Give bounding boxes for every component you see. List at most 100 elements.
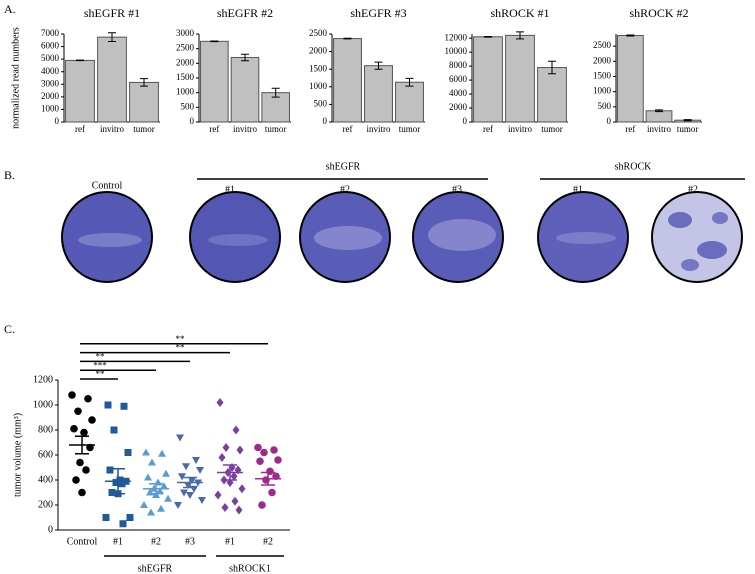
point [110, 426, 118, 434]
point [158, 449, 166, 457]
error-bar [210, 40, 219, 43]
well-label: #2 [688, 184, 698, 195]
point [118, 480, 126, 488]
group-label: shROCK1 [229, 563, 271, 574]
well-label: #1 [573, 184, 583, 195]
point [82, 466, 90, 474]
wells [61, 191, 743, 283]
y-tick-label: 0 [55, 116, 60, 126]
y-tick-label: 4000 [41, 66, 60, 76]
y-tick-label: 1000 [309, 81, 328, 91]
point [196, 467, 204, 474]
y-tick-label: 1000 [41, 103, 60, 113]
well-texture [208, 234, 268, 246]
point [254, 443, 262, 452]
bar [645, 110, 673, 123]
y-tick-label: 1000 [33, 399, 53, 410]
y-tick-label: 12000 [445, 32, 468, 42]
point [80, 428, 88, 437]
point [84, 394, 92, 403]
y-tick-label: 10000 [445, 46, 468, 56]
point [218, 453, 226, 462]
significance-label: ** [96, 351, 106, 361]
error-bar [655, 109, 663, 113]
x-tick-label: ref [75, 124, 85, 134]
error-bar [405, 77, 414, 87]
error-bar [241, 53, 249, 62]
error-bar [271, 87, 280, 98]
chart-title: shEGFR #3 [350, 6, 406, 20]
point [216, 398, 224, 407]
point [112, 479, 120, 486]
point [260, 448, 268, 457]
y-tick-label: 1000 [176, 87, 195, 97]
x-tick-label: #2 [151, 536, 161, 547]
group-label: shEGFR [326, 161, 361, 172]
point [235, 505, 243, 515]
y-tick-label: 200 [38, 499, 53, 510]
point [76, 458, 84, 467]
y-tick-label: 0 [190, 116, 195, 126]
error-bar [484, 35, 492, 38]
point [180, 489, 188, 497]
sem-bar [183, 476, 197, 489]
x-tick-label: tumor [265, 124, 287, 134]
panel-label: C. [4, 322, 15, 336]
y-tick-label: 500 [181, 101, 195, 111]
x-tick-label: tumor [399, 124, 421, 134]
y-tick-label: 6000 [449, 74, 468, 84]
y-tick-label: 800 [38, 424, 53, 435]
bar [65, 59, 95, 123]
point [160, 482, 168, 490]
point [78, 488, 86, 497]
y-tick-label: 1500 [309, 63, 328, 73]
y-tick-label: 2000 [176, 57, 195, 67]
x-tick-label: tumor [133, 124, 155, 134]
point [238, 484, 246, 494]
y-tick-label: 0 [463, 116, 468, 126]
point [104, 401, 112, 409]
chart-title: shROCK #1 [490, 6, 549, 20]
y-tick-label: 3000 [41, 78, 60, 88]
point [192, 457, 200, 464]
point [156, 487, 164, 495]
y-axis-label: normalized read numbers [10, 27, 21, 129]
y-tick-label: 2000 [593, 55, 612, 65]
x-tick-label: tumor [677, 124, 699, 134]
error-bar [140, 78, 148, 87]
well-texture [556, 232, 616, 244]
point [88, 416, 96, 424]
y-tick-label: 2500 [593, 40, 612, 50]
y-tick-label: 8000 [449, 60, 468, 70]
y-tick-label: 2500 [176, 43, 195, 53]
x-tick-label: invitro [367, 124, 391, 134]
y-axis-label: tumor volume (mm³) [12, 413, 23, 497]
bar [616, 35, 644, 123]
well-label: Control [92, 180, 123, 191]
point [256, 457, 264, 466]
x-tick-label: invitro [233, 124, 257, 134]
sem-bar [75, 435, 89, 455]
sem-bar [223, 464, 237, 481]
y-tick-label: 1200 [33, 374, 53, 385]
y-tick-label: 3000 [176, 28, 195, 38]
point [126, 514, 134, 521]
point [214, 490, 222, 500]
point [68, 391, 76, 399]
panel-label: A. [4, 2, 16, 16]
point [222, 443, 230, 452]
x-tick-label: #1 [225, 536, 235, 547]
well-texture [314, 226, 382, 250]
error-bar [516, 31, 524, 40]
y-tick-label: 1000 [593, 86, 612, 96]
x-tick-label: #2 [263, 536, 273, 547]
point [116, 476, 124, 484]
y-tick-label: 7000 [41, 28, 60, 38]
y-tick-label: 2000 [449, 102, 468, 112]
well-texture [712, 212, 728, 224]
point [274, 456, 282, 464]
point [148, 458, 156, 466]
point [270, 446, 278, 454]
point [119, 520, 127, 528]
point [140, 501, 148, 508]
